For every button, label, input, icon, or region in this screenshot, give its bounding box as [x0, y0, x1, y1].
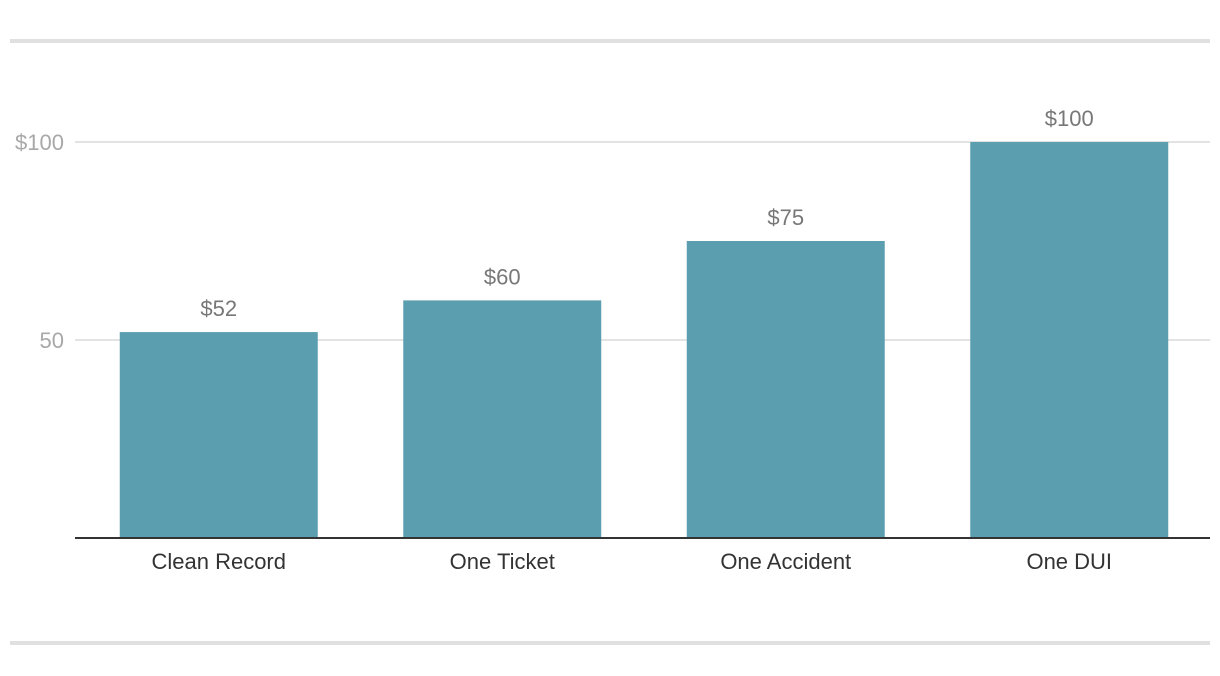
- x-category-label: One DUI: [1026, 549, 1112, 574]
- bottom-divider: [10, 641, 1210, 645]
- bar: [403, 300, 602, 538]
- bars: [119, 142, 1169, 538]
- x-category-label: One Accident: [720, 549, 851, 574]
- bar: [119, 332, 318, 538]
- bar-value-label: $52: [200, 296, 237, 321]
- bar-value-label: $75: [767, 205, 804, 230]
- bar-value-label: $100: [1045, 106, 1094, 131]
- top-divider: [10, 39, 1210, 43]
- x-category-label: Clean Record: [151, 549, 286, 574]
- y-tick-label: 50: [40, 328, 64, 353]
- x-category-label: One Ticket: [450, 549, 555, 574]
- value-labels: $52 $60 $75 $100: [200, 106, 1093, 321]
- bar: [970, 142, 1169, 538]
- x-axis-labels: Clean Record One Ticket One Accident One DU…: [151, 549, 1112, 574]
- bar: [686, 241, 885, 538]
- y-tick-label: $100: [15, 130, 64, 155]
- bar-value-label: $60: [484, 264, 521, 289]
- y-axis-ticks: 50 $100: [15, 130, 64, 353]
